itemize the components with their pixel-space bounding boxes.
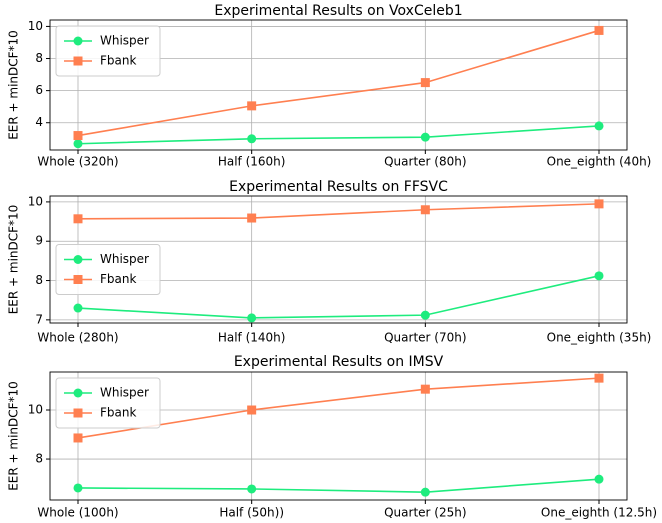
- legend-marker: [73, 36, 83, 46]
- marker: [594, 121, 604, 131]
- y-axis-label: EER + minDCF*10: [7, 381, 21, 491]
- marker: [73, 131, 83, 141]
- marker: [247, 101, 257, 111]
- y-tick-label: 6: [35, 83, 43, 97]
- y-tick-label: 10: [28, 403, 43, 417]
- marker: [420, 310, 430, 320]
- y-tick-label: 8: [35, 51, 43, 65]
- legend-label: Fbank: [100, 272, 136, 286]
- plot-frame: [49, 195, 628, 324]
- legend-marker: [73, 56, 83, 66]
- marker: [420, 384, 430, 394]
- marker: [420, 78, 430, 88]
- line: [77, 125, 600, 145]
- chart-title: Experimental Results on IMSV: [234, 354, 444, 370]
- marker: [73, 303, 83, 313]
- y-tick-label: 7: [35, 312, 43, 326]
- legend-label: Fbank: [100, 406, 136, 420]
- marker: [594, 271, 604, 281]
- y-tick-label: 9: [35, 234, 43, 248]
- legend-marker: [73, 275, 83, 284]
- legend-marker: [73, 255, 83, 264]
- x-tick-label: Quarter (80h): [384, 155, 466, 169]
- line: [77, 275, 600, 319]
- legend-label: Whisper: [100, 34, 149, 48]
- plot-frame: [49, 371, 628, 501]
- marker: [420, 205, 430, 215]
- chart-title: Experimental Results on VoxCeleb1: [214, 3, 462, 19]
- x-tick-label: Quarter (70h): [384, 331, 466, 345]
- panel: Experimental Results on FFSVC EER + minDC…: [7, 179, 652, 345]
- x-tick-label: Half (140h): [218, 331, 286, 345]
- panel: Experimental Results on VoxCeleb1 EER + m…: [7, 3, 652, 169]
- marker: [247, 405, 257, 415]
- legend-marker: [73, 408, 83, 418]
- y-tick-label: 10: [28, 194, 43, 208]
- y-tick-label: 8: [35, 452, 43, 466]
- legend-label: Whisper: [100, 252, 149, 266]
- marker: [594, 474, 604, 484]
- marker: [247, 484, 257, 494]
- marker: [594, 373, 604, 383]
- marker: [73, 139, 83, 149]
- y-axis-label: EER + minDCF*10: [7, 30, 21, 140]
- y-tick-label: 4: [35, 115, 43, 129]
- x-tick-label: Half (160h): [218, 155, 286, 169]
- line: [77, 377, 600, 439]
- y-tick-label: 10: [28, 19, 43, 33]
- line: [77, 478, 600, 493]
- x-tick-label: Half (50h)): [219, 506, 284, 520]
- line: [77, 203, 600, 220]
- marker: [247, 213, 257, 223]
- marker: [73, 483, 83, 493]
- panel: Experimental Results on IMSV EER + minDCF…: [7, 354, 658, 520]
- marker: [247, 313, 257, 323]
- line: [77, 29, 600, 137]
- x-tick-label: One_eighth (40h): [547, 155, 652, 169]
- marker: [73, 433, 83, 443]
- x-tick-label: Whole (280h): [37, 331, 118, 345]
- marker: [594, 25, 604, 35]
- marker: [420, 132, 430, 142]
- x-tick-label: Quarter (25h): [384, 506, 466, 520]
- x-tick-label: One_eighth (12.5h): [541, 506, 657, 520]
- y-axis-label: EER + minDCF*10: [7, 205, 21, 315]
- plot-frame: [49, 19, 628, 151]
- x-tick-label: Whole (100h): [37, 506, 118, 520]
- x-tick-label: One_eighth (35h): [547, 331, 652, 345]
- marker: [420, 487, 430, 497]
- y-tick-label: 8: [35, 273, 43, 287]
- legend-label: Fbank: [100, 54, 136, 68]
- x-tick-label: Whole (320h): [37, 155, 118, 169]
- marker: [594, 199, 604, 209]
- marker: [73, 214, 83, 224]
- legend-label: Whisper: [100, 386, 149, 400]
- marker: [247, 134, 257, 144]
- chart-title: Experimental Results on FFSVC: [229, 179, 448, 195]
- legend-marker: [73, 388, 83, 398]
